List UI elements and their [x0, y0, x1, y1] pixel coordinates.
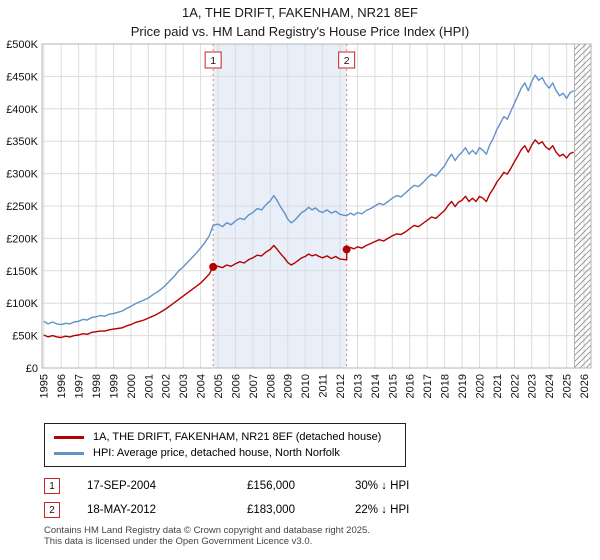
sale-annotations: 1 17-SEP-2004 £156,000 30% ↓ HPI 2 18-MA… [44, 474, 584, 522]
svg-text:1999: 1999 [108, 374, 120, 398]
svg-text:£50K: £50K [12, 331, 38, 343]
svg-text:2023: 2023 [527, 374, 539, 398]
chart-header: 1A, THE DRIFT, FAKENHAM, NR21 8EF Price … [0, 5, 600, 39]
svg-text:£400K: £400K [6, 104, 38, 116]
svg-text:£300K: £300K [6, 169, 38, 181]
svg-text:2000: 2000 [126, 374, 138, 398]
sale-1-number-badge: 1 [44, 478, 60, 494]
svg-text:2013: 2013 [352, 374, 364, 398]
svg-text:£250K: £250K [6, 201, 38, 213]
footer-line-2: This data is licensed under the Open Gov… [44, 536, 313, 547]
sale-row-2: 2 18-MAY-2012 £183,000 22% ↓ HPI [44, 498, 584, 522]
sale-2-hpi-diff: 22% ↓ HPI [355, 504, 410, 516]
sale-row-1: 1 17-SEP-2004 £156,000 30% ↓ HPI [44, 474, 584, 498]
chart-subtitle: Price paid vs. HM Land Registry's House … [130, 24, 470, 39]
legend-item-hpi: HPI: Average price, detached house, Nort… [54, 445, 396, 461]
sale-2-price: £183,000 [247, 504, 295, 516]
svg-text:2017: 2017 [422, 374, 434, 398]
svg-text:2025: 2025 [562, 374, 574, 398]
footer-line-1: Contains HM Land Registry data © Crown c… [44, 525, 370, 536]
svg-text:£500K: £500K [6, 39, 38, 51]
chart-legend: 1A, THE DRIFT, FAKENHAM, NR21 8EF (detac… [44, 423, 406, 467]
svg-text:2021: 2021 [492, 374, 504, 398]
svg-text:£100K: £100K [6, 298, 38, 310]
svg-text:2004: 2004 [196, 374, 208, 398]
price-history-chart: 1 2 £0 £50K £100K £150K £200K £250K £300K £350K £4… [6, 39, 592, 398]
svg-text:1998: 1998 [91, 374, 103, 398]
svg-text:2: 2 [344, 55, 350, 67]
legend-label-property: 1A, THE DRIFT, FAKENHAM, NR21 8EF (detac… [93, 431, 382, 443]
svg-text:2008: 2008 [265, 374, 277, 398]
hpi-line-swatch [54, 451, 84, 455]
svg-text:2006: 2006 [230, 374, 242, 398]
sale-1-date: 17-SEP-2004 [87, 480, 157, 492]
svg-text:2002: 2002 [161, 374, 173, 398]
svg-text:2016: 2016 [405, 374, 417, 398]
svg-text:2024: 2024 [544, 374, 556, 398]
svg-text:2018: 2018 [440, 374, 452, 398]
svg-text:2010: 2010 [300, 374, 312, 398]
svg-text:£200K: £200K [6, 233, 38, 245]
svg-text:2022: 2022 [509, 374, 521, 398]
svg-text:£350K: £350K [6, 136, 38, 148]
svg-text:2019: 2019 [457, 374, 469, 398]
svg-text:£150K: £150K [6, 266, 38, 278]
svg-text:2014: 2014 [370, 374, 382, 398]
legend-item-property: 1A, THE DRIFT, FAKENHAM, NR21 8EF (detac… [54, 429, 396, 445]
svg-text:2003: 2003 [178, 374, 190, 398]
chart-title: 1A, THE DRIFT, FAKENHAM, NR21 8EF [182, 5, 418, 20]
svg-text:1: 1 [210, 55, 216, 67]
svg-text:2026: 2026 [579, 374, 591, 398]
svg-text:1995: 1995 [39, 374, 51, 398]
property-line-swatch [54, 435, 84, 439]
svg-text:2020: 2020 [474, 374, 486, 398]
svg-text:1997: 1997 [74, 374, 86, 398]
svg-text:2015: 2015 [387, 374, 399, 398]
svg-text:1996: 1996 [56, 374, 68, 398]
sale-1-hpi-diff: 30% ↓ HPI [355, 480, 410, 492]
svg-text:2005: 2005 [213, 374, 225, 398]
svg-text:2011: 2011 [318, 374, 330, 398]
license-footer: Contains HM Land Registry data © Crown c… [44, 525, 370, 547]
svg-text:2001: 2001 [143, 374, 155, 398]
sale-1-price: £156,000 [247, 480, 295, 492]
svg-text:2009: 2009 [283, 374, 295, 398]
svg-text:2007: 2007 [248, 374, 260, 398]
svg-text:£0: £0 [26, 363, 38, 375]
legend-label-hpi: HPI: Average price, detached house, Nort… [93, 447, 340, 459]
sale-2-date: 18-MAY-2012 [87, 504, 157, 516]
sale-2-number-badge: 2 [44, 502, 60, 518]
svg-text:£450K: £450K [6, 71, 38, 83]
svg-text:2012: 2012 [335, 374, 347, 398]
